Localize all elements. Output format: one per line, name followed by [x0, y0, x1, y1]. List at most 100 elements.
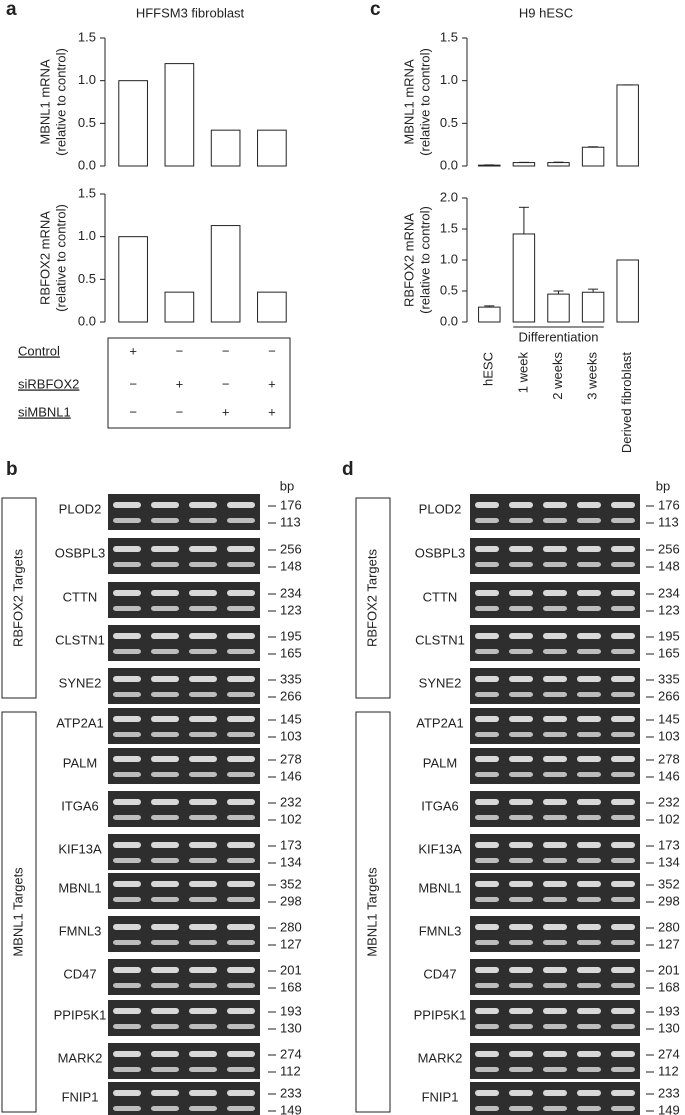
gel-band: [543, 881, 567, 887]
chart-title: HFFSM3 fibroblast: [136, 5, 245, 20]
gel: [470, 959, 640, 995]
gel: [470, 1000, 640, 1036]
gel-band: [509, 858, 533, 863]
gel-band: [509, 502, 533, 508]
gel-band: [151, 649, 179, 654]
gel-band: [611, 606, 635, 611]
gel-band: [543, 842, 567, 848]
bp-label: 146: [658, 768, 680, 783]
bp-label: 168: [280, 979, 302, 994]
gel-band: [189, 562, 217, 567]
gel-band: [227, 676, 255, 682]
gel-band: [577, 732, 601, 737]
gel-band: [543, 799, 567, 805]
y-tick-label: 0.5: [440, 115, 458, 130]
gel: [108, 1043, 260, 1079]
gel-band: [189, 716, 217, 722]
gel: [470, 1043, 640, 1079]
bp-label: 193: [658, 1003, 680, 1018]
gel-band: [475, 606, 499, 611]
gel-band: [475, 842, 499, 848]
gel-band: [475, 633, 499, 639]
gel-band: [113, 518, 141, 523]
gel-band: [611, 897, 635, 902]
treatment-mark: −: [222, 376, 230, 391]
bp-label: 130: [658, 1020, 680, 1035]
gel-band: [577, 842, 601, 848]
gel-band: [151, 842, 179, 848]
gene-label: CTTN: [63, 589, 98, 604]
y-tick-label: 1.0: [440, 72, 458, 87]
gel-band: [227, 881, 255, 887]
gel-band: [189, 799, 217, 805]
bp-label: 168: [658, 979, 680, 994]
gel-band: [475, 649, 499, 654]
bp-label: 148: [658, 558, 680, 573]
gel-band: [227, 1067, 255, 1072]
y-axis-label: RBFOX2 mRNA: [37, 211, 52, 305]
y-tick-label: 1.5: [440, 29, 458, 44]
y-tick-label: 0.0: [78, 157, 96, 172]
gene-label: FNIP1: [422, 1089, 459, 1104]
gel-band: [475, 858, 499, 863]
gel-band: [577, 692, 601, 697]
group-box: [1, 711, 37, 1113]
gel-band: [509, 842, 533, 848]
gel-band: [509, 692, 533, 697]
gel-band: [189, 732, 217, 737]
bp-label: 233: [658, 1085, 680, 1100]
group-label: RBFOX2 Targets: [10, 548, 25, 647]
y-axis-label: (relative to control): [417, 48, 432, 156]
bp-header: bp: [656, 478, 670, 493]
y-axis-label: RBFOX2 mRNA: [401, 213, 416, 307]
gel-band: [189, 924, 217, 930]
bp-label: 195: [658, 628, 680, 643]
gel-band: [577, 649, 601, 654]
panel-label: c: [370, 0, 381, 20]
gel-band: [543, 897, 567, 902]
bp-label: 193: [280, 1003, 302, 1018]
group-label: MBNL1 Targets: [364, 867, 379, 957]
gel-band: [611, 1090, 635, 1096]
gel-band: [113, 772, 141, 777]
gel-band: [189, 1067, 217, 1072]
y-tick-label: 0.5: [440, 282, 458, 297]
bp-label: 146: [280, 768, 302, 783]
bp-label: 127: [658, 936, 680, 951]
gel-band: [227, 940, 255, 945]
bar: [547, 293, 570, 323]
gel: [470, 748, 640, 784]
treatment-mark: −: [129, 404, 137, 419]
x-tick-label: hESC: [481, 352, 496, 386]
gel-band: [113, 562, 141, 567]
gene-label: CLSTN1: [415, 632, 465, 647]
bp-label: 134: [658, 854, 680, 869]
gel: [108, 916, 260, 952]
gel-band: [577, 1067, 601, 1072]
gel-band: [543, 732, 567, 737]
gel-band: [577, 897, 601, 902]
gel: [470, 582, 640, 618]
gel-band: [151, 716, 179, 722]
chart-title: H9 hESC: [519, 5, 573, 20]
gene-label: CD47: [63, 966, 96, 981]
gel-band: [151, 1106, 179, 1111]
y-tick-label: 0.0: [440, 157, 458, 172]
bar: [581, 291, 605, 323]
gel-band: [189, 606, 217, 611]
gel-band: [509, 881, 533, 887]
gel-band: [543, 1008, 567, 1014]
gel: [108, 1000, 260, 1036]
gel-band: [611, 676, 635, 682]
gel-band: [475, 676, 499, 682]
gel-band: [509, 983, 533, 988]
bp-label: 149: [658, 1102, 680, 1115]
gel-band: [475, 815, 499, 820]
gel-band: [509, 1024, 533, 1029]
bp-label: 149: [280, 1102, 302, 1115]
gel-band: [577, 606, 601, 611]
gel-band: [113, 924, 141, 930]
gel-band: [189, 1090, 217, 1096]
gel-band: [151, 924, 179, 930]
gel-band: [475, 716, 499, 722]
